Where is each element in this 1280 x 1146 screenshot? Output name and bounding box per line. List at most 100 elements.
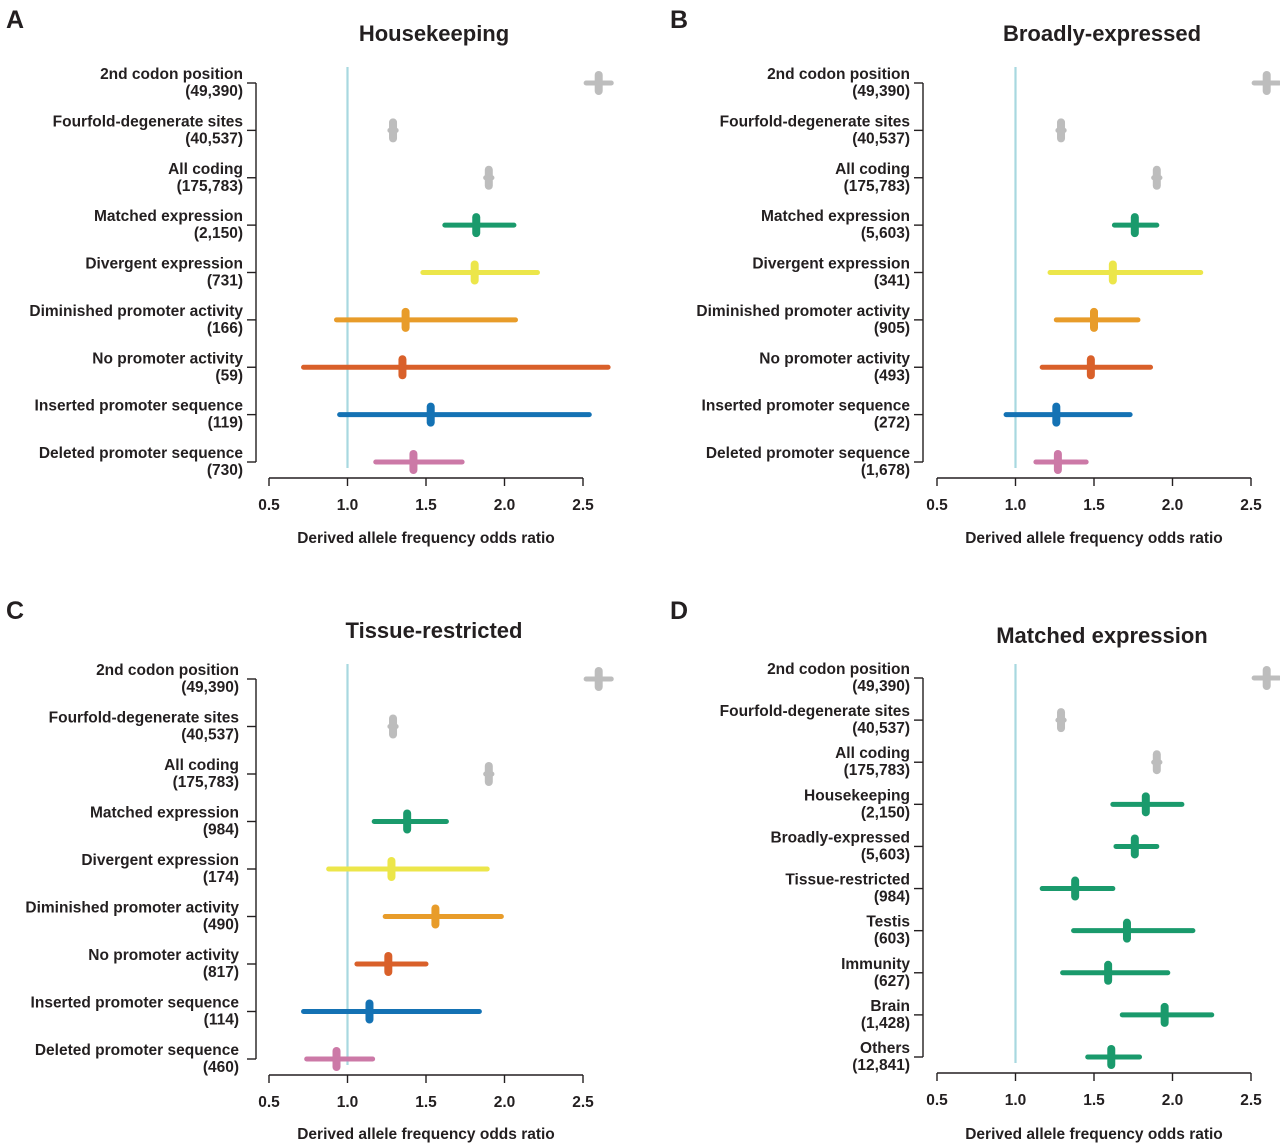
panel-title: Tissue-restricted	[346, 618, 523, 643]
x-tick-label: 1.0	[1005, 497, 1027, 514]
row-count: (817)	[203, 964, 239, 981]
row-label: Broadly-expressed	[770, 829, 910, 846]
forest-row: Matched expression(5,603)	[761, 208, 1160, 242]
forest-row: Inserted promoter sequence(119)	[35, 398, 592, 432]
forest-row: Divergent expression(174)	[81, 852, 490, 886]
forest-row: Matched expression(2,150)	[94, 208, 517, 242]
forest-row: Broadly-expressed(5,603)	[770, 829, 1160, 863]
row-label: All coding	[835, 161, 910, 178]
forest-row: Deleted promoter sequence(1,678)	[706, 445, 1089, 479]
forest-row: 2nd codon position(49,390)	[100, 66, 614, 100]
row-label: Matched expression	[94, 208, 243, 225]
row-label: No promoter activity	[92, 350, 243, 367]
x-axis: 0.5 1.0 1.5 2.0 2.5 Derived allele frequency …	[926, 1072, 1262, 1143]
x-axis-title: Derived allele frequency odds ratio	[297, 1126, 555, 1143]
x-tick-label: 1.5	[1083, 497, 1105, 514]
x-tick-label: 2.0	[1162, 1092, 1184, 1109]
x-tick-label: 2.5	[1240, 1092, 1262, 1109]
forest-row: No promoter activity(493)	[759, 350, 1154, 384]
forest-row: Deleted promoter sequence(460)	[35, 1042, 376, 1076]
row-count: (49,390)	[852, 83, 910, 100]
row-label: Deleted promoter sequence	[706, 445, 911, 462]
forest-row: 2nd codon position(49,390)	[767, 661, 1280, 695]
panel-b: B Broadly-expressed 0.5 1.0 1.5 2.0 2.5 Derived…	[670, 6, 1280, 547]
row-count: (1,428)	[861, 1015, 910, 1032]
row-label: All coding	[168, 161, 243, 178]
forest-row: Divergent expression(731)	[85, 256, 540, 290]
row-count: (984)	[203, 822, 239, 839]
forest-row: Fourfold-degenerate sites(40,537)	[720, 703, 1067, 737]
row-label: Housekeeping	[804, 787, 910, 804]
panel-letter: B	[670, 6, 688, 34]
panel-title: Matched expression	[996, 623, 1208, 648]
x-tick-label: 1.0	[1005, 1092, 1027, 1109]
forest-row: Others(12,841)	[852, 1040, 1143, 1074]
x-tick-label: 2.5	[572, 497, 594, 514]
row-count: (2,150)	[194, 225, 243, 242]
x-tick-label: 0.5	[926, 1092, 948, 1109]
x-tick-label: 2.5	[1240, 497, 1262, 514]
row-label: No promoter activity	[759, 350, 910, 367]
row-label: Deleted promoter sequence	[39, 445, 244, 462]
x-axis: 0.5 1.0 1.5 2.0 2.5 Derived allele frequency …	[258, 477, 594, 547]
x-tick-label: 1.5	[415, 497, 437, 514]
x-axis-title: Derived allele frequency odds ratio	[965, 1126, 1223, 1143]
row-count: (40,537)	[852, 130, 910, 147]
row-label: Divergent expression	[81, 852, 239, 869]
row-label: Tissue-restricted	[785, 872, 910, 889]
row-label: Divergent expression	[752, 256, 910, 273]
x-tick-label: 0.5	[258, 1094, 280, 1111]
row-count: (603)	[874, 931, 910, 948]
x-axis-title: Derived allele frequency odds ratio	[297, 530, 555, 547]
forest-row: No promoter activity(59)	[92, 350, 611, 384]
row-count: (49,390)	[852, 678, 910, 695]
forest-row: 2nd codon position(49,390)	[96, 662, 614, 696]
forest-row: Deleted promoter sequence(730)	[39, 445, 465, 479]
x-tick-label: 0.5	[926, 497, 948, 514]
row-label: All coding	[835, 745, 910, 762]
forest-row: Tissue-restricted(984)	[785, 872, 1116, 906]
row-count: (12,841)	[852, 1057, 910, 1074]
row-count: (627)	[874, 973, 910, 990]
panel-title: Housekeeping	[359, 21, 509, 46]
forest-row: Divergent expression(341)	[752, 256, 1204, 290]
row-label: Inserted promoter sequence	[702, 398, 911, 415]
row-count: (175,783)	[173, 774, 239, 791]
row-label: All coding	[164, 757, 239, 774]
forest-row: Housekeeping(2,150)	[804, 787, 1185, 821]
forest-row: All coding(175,783)	[168, 161, 495, 195]
row-label: 2nd codon position	[767, 66, 910, 83]
row-label: Diminished promoter activity	[29, 303, 243, 320]
row-label: Deleted promoter sequence	[35, 1042, 240, 1059]
forest-row: Diminished promoter activity(166)	[29, 303, 518, 337]
row-label: Testis	[866, 914, 910, 931]
x-axis: 0.5 1.0 1.5 2.0 2.5 Derived allele frequency …	[926, 477, 1262, 547]
x-tick-label: 0.5	[258, 497, 280, 514]
row-count: (175,783)	[844, 178, 910, 195]
row-count: (984)	[874, 889, 910, 906]
x-tick-label: 2.5	[572, 1094, 594, 1111]
row-count: (40,537)	[185, 130, 243, 147]
panel-title: Broadly-expressed	[1003, 21, 1201, 46]
forest-row: Immunity(627)	[841, 956, 1171, 990]
x-axis: 0.5 1.0 1.5 2.0 2.5 Derived allele frequency …	[258, 1074, 594, 1143]
panel-c: C Tissue-restricted 0.5 1.0 1.5 2.0 2.5 Derived…	[6, 597, 614, 1143]
x-tick-label: 1.0	[337, 1094, 359, 1111]
forest-row: No promoter activity(817)	[88, 947, 429, 981]
row-label: Fourfold-degenerate sites	[720, 113, 910, 130]
row-label: Brain	[870, 998, 910, 1015]
forest-row: Matched expression(984)	[90, 805, 449, 839]
row-count: (460)	[203, 1059, 239, 1076]
panel-letter: D	[670, 597, 688, 625]
x-tick-label: 1.5	[415, 1094, 437, 1111]
panel-d: D Matched expression 0.5 1.0 1.5 2.0 2.5 Derive…	[670, 597, 1280, 1143]
row-label: Diminished promoter activity	[696, 303, 910, 320]
row-label: Immunity	[841, 956, 910, 973]
row-count: (272)	[874, 415, 910, 432]
row-count: (5,603)	[861, 846, 910, 863]
row-label: No promoter activity	[88, 947, 239, 964]
row-label: Matched expression	[90, 805, 239, 822]
row-count: (49,390)	[181, 679, 239, 696]
panel-letter: A	[6, 6, 24, 34]
forest-row: Inserted promoter sequence(272)	[702, 398, 1133, 432]
